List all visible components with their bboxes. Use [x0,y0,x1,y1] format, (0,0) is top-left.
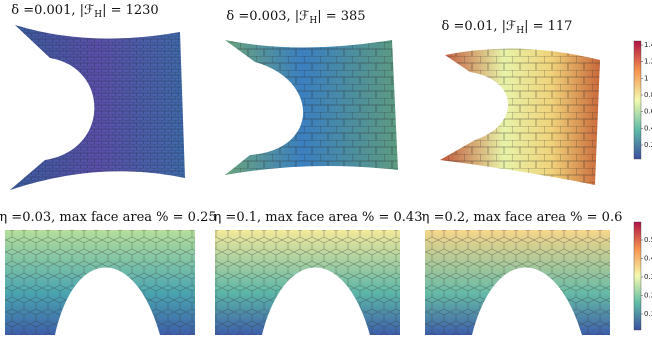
title-text: δ =0.01, |ℱ [442,19,517,34]
mesh-2 [215,230,400,335]
mesh-1 [5,230,195,335]
title-text: | = 1230 [102,3,159,18]
colorbar-tick-label: 1.4 [644,41,652,49]
colorbar [633,221,642,331]
colorbar-tick-label: 0.4 [644,124,652,132]
colorbar-tick-label: 0.2 [644,141,652,149]
title-text: | = 117 [524,19,572,34]
panel-title: η =0.03, max face area % = 0.25 [0,210,217,225]
colorbar-tick-label: 1 [644,74,648,82]
surface-1 [10,25,185,190]
panel-title: δ =0.01, |ℱH| = 117 [442,19,573,36]
title-text: δ =0.001, |ℱ [11,3,94,18]
title-subscript: H [309,16,317,26]
title-text: δ =0.003, |ℱ [226,9,309,24]
panel-title: δ =0.003, |ℱH| = 385 [226,9,365,26]
title-subscript: H [516,26,524,36]
colorbar-tick-label: 0.5 [644,236,652,244]
colorbar-tick-label: 0.6 [644,108,652,116]
colorbar-tick-label: 0.3 [644,273,652,281]
colorbar-tick-label: 1.2 [644,58,652,66]
colorbar-tick-label: 0.1 [644,310,652,318]
mesh-3 [425,230,610,335]
colorbar [633,40,642,160]
panel-title: η =0.2, max face area % = 0.6 [422,210,623,225]
panel-title: η =0.1, max face area % = 0.43 [214,210,423,225]
title-text: | = 385 [317,9,365,24]
panel-title: δ =0.001, |ℱH| = 1230 [11,3,158,20]
colorbar-tick-label: 0.2 [644,292,652,300]
colorbar-tick-label: 0.4 [644,255,652,263]
surface-3 [440,48,600,185]
colorbar-tick-label: 0.8 [644,91,652,99]
surface-2 [225,40,398,175]
title-subscript: H [94,10,102,20]
